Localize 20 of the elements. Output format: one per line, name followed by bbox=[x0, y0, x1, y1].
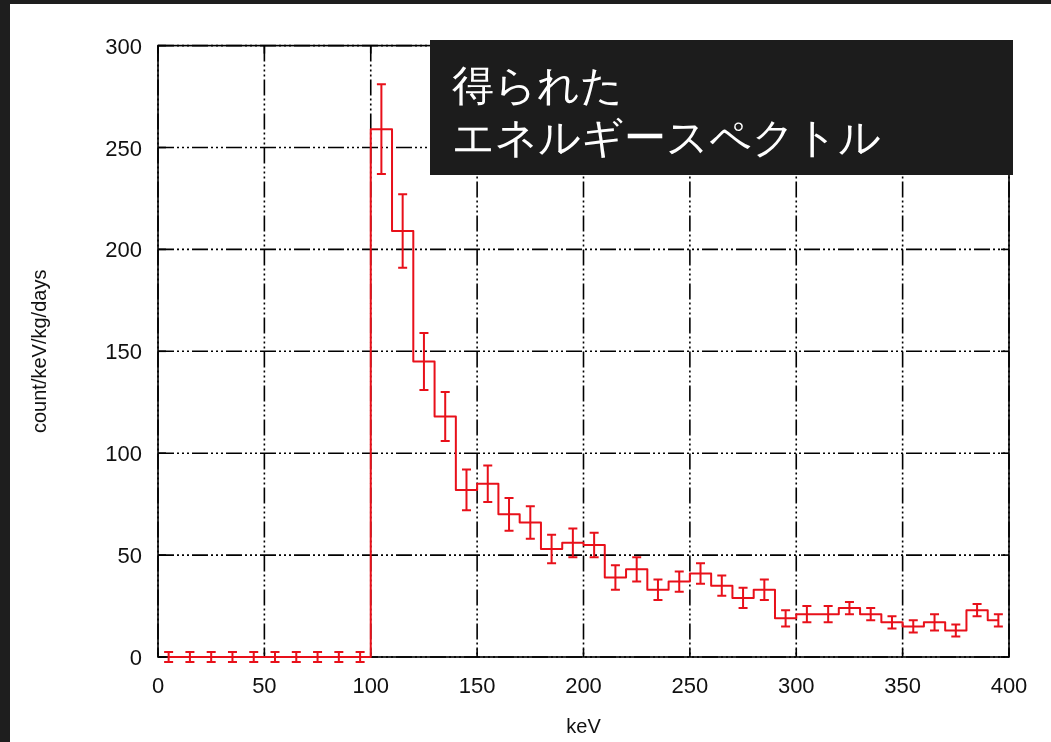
x-tick-label: 200 bbox=[565, 673, 602, 698]
x-tick-label: 250 bbox=[671, 673, 709, 698]
x-tick-label: 50 bbox=[252, 673, 277, 698]
x-tick-label: 100 bbox=[352, 673, 390, 698]
y-tick-label: 200 bbox=[105, 237, 142, 263]
x-axis-title: keV bbox=[566, 715, 601, 737]
y-tick-label: 50 bbox=[117, 543, 142, 569]
y-tick-label: 150 bbox=[105, 339, 142, 365]
y-tick-label: 250 bbox=[105, 135, 142, 161]
x-tick-label: 400 bbox=[990, 673, 1028, 698]
subtitle: エネルギースペクトル bbox=[452, 114, 881, 161]
y-tick-label: 300 bbox=[105, 33, 142, 59]
y-axis-title: count/keV/kg/days bbox=[28, 269, 50, 433]
x-tick-label: 150 bbox=[458, 673, 496, 698]
x-tick-label: 300 bbox=[777, 673, 815, 698]
y-tick-label: 0 bbox=[129, 645, 142, 670]
title: 得られた bbox=[452, 62, 623, 109]
x-tick-label: 0 bbox=[151, 673, 165, 698]
y-tick-label: 100 bbox=[105, 441, 142, 467]
x-tick-label: 350 bbox=[884, 673, 921, 698]
